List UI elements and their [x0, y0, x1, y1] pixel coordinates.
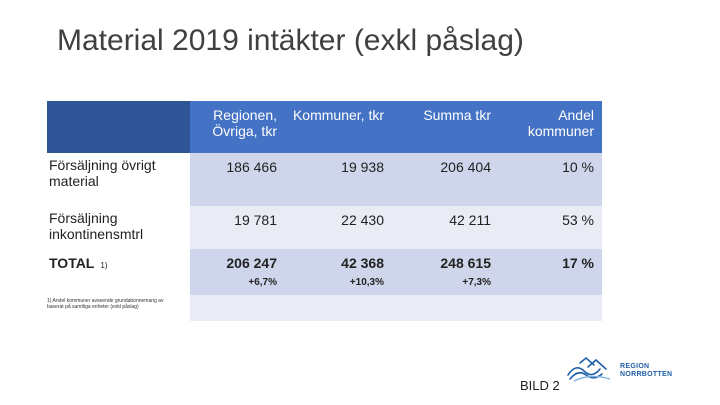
table-cell: 42 211 [392, 206, 499, 249]
change-cell-blank [499, 273, 602, 295]
logo-text: REGION NORRBOTTEN [620, 363, 672, 379]
region-norrbotten-logo-icon [567, 356, 611, 382]
logo-line-region: REGION [620, 363, 650, 370]
header-cell-kommuner: Kommuner, tkr [285, 101, 392, 153]
table-cell: 206 247 [190, 249, 285, 273]
total-label: TOTAL 1) [47, 249, 190, 273]
change-cell: +10,3% [285, 273, 392, 295]
table-cell: 19 938 [285, 153, 392, 206]
table-header-row: Regionen, Övriga, tkr Kommuner, tkr Summ… [47, 101, 602, 153]
slide-title: Material 2019 intäkter (exkl påslag) [57, 24, 524, 57]
slide-number-label: BILD 2 [520, 378, 560, 393]
logo-line-norrbotten: NORRBOTTEN [620, 371, 673, 378]
change-label-blank [47, 273, 190, 295]
table-cell: 53 % [499, 206, 602, 249]
header-cell-blank [47, 101, 190, 153]
total-footnote-ref: 1) [100, 261, 108, 270]
table-cell: 19 781 [190, 206, 285, 249]
table-cell: 248 615 [392, 249, 499, 273]
table-row: Försäljning inkontinensmtrl 19 781 22 43… [47, 206, 602, 249]
header-cell-regionen: Regionen, Övriga, tkr [190, 101, 285, 153]
row-label: Försäljning inkontinensmtrl [49, 210, 144, 242]
table-row-change: +6,7% +10,3% +7,3% [47, 273, 602, 295]
footnote: 1) Andel kommuner avseende grundabonnema… [47, 298, 164, 310]
table-row-total: TOTAL 1) 206 247 42 368 248 615 17 % [47, 249, 602, 273]
empty-cell [190, 295, 285, 321]
table-cell: 186 466 [190, 153, 285, 206]
header-cell-andel: Andel kommuner [499, 101, 602, 153]
header-cell-summa: Summa tkr [392, 101, 499, 153]
revenue-table: Regionen, Övriga, tkr Kommuner, tkr Summ… [47, 101, 602, 321]
table-cell: 22 430 [285, 206, 392, 249]
table-row-empty [47, 295, 602, 321]
change-cell: +6,7% [190, 273, 285, 295]
table-cell: 42 368 [285, 249, 392, 273]
empty-cell [499, 295, 602, 321]
empty-cell [285, 295, 392, 321]
total-label-text: TOTAL [49, 255, 95, 271]
row-label: Försäljning övrigt material [49, 157, 156, 189]
change-cell: +7,3% [392, 273, 499, 295]
table-cell: 10 % [499, 153, 602, 206]
table-cell: 206 404 [392, 153, 499, 206]
table-row: Försäljning övrigt material 186 466 19 9… [47, 153, 602, 206]
empty-cell [392, 295, 499, 321]
table-cell: 17 % [499, 249, 602, 273]
